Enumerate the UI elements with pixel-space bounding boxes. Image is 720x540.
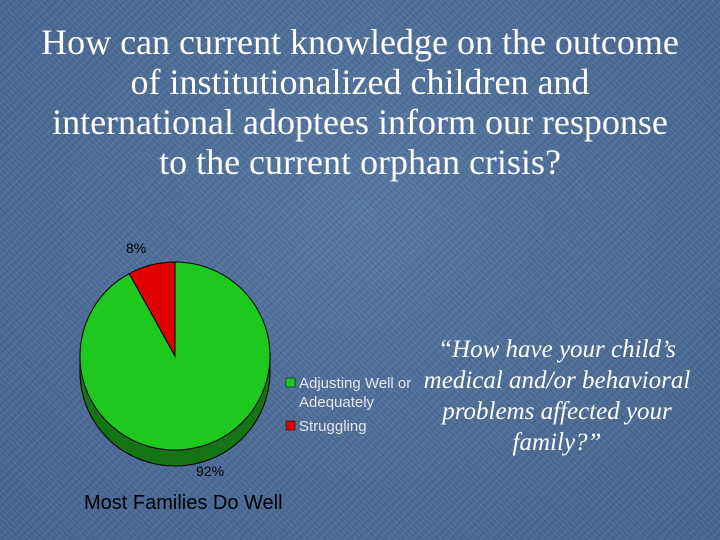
legend-swatch-1 [285,420,296,431]
legend-label-0: Adjusting Well or [299,375,411,392]
slide-title: How can current knowledge on the outcome… [41,22,679,182]
pie-label-1: 8% [126,240,146,256]
pie-group: 92% 8% [79,240,271,479]
chart-footer: Most Families Do Well [84,492,283,514]
legend-label-1: Struggling [299,418,367,435]
pie-label-0: 92% [196,463,224,479]
chart-legend: Adjusting Well or Adequately Struggling [285,375,411,435]
pie-slice-1 [128,261,176,358]
legend-label-0: Adequately [299,394,375,411]
legend-swatch-0 [285,377,296,388]
survey-question-quote: “How have your child’s medical and/or be… [423,336,691,456]
